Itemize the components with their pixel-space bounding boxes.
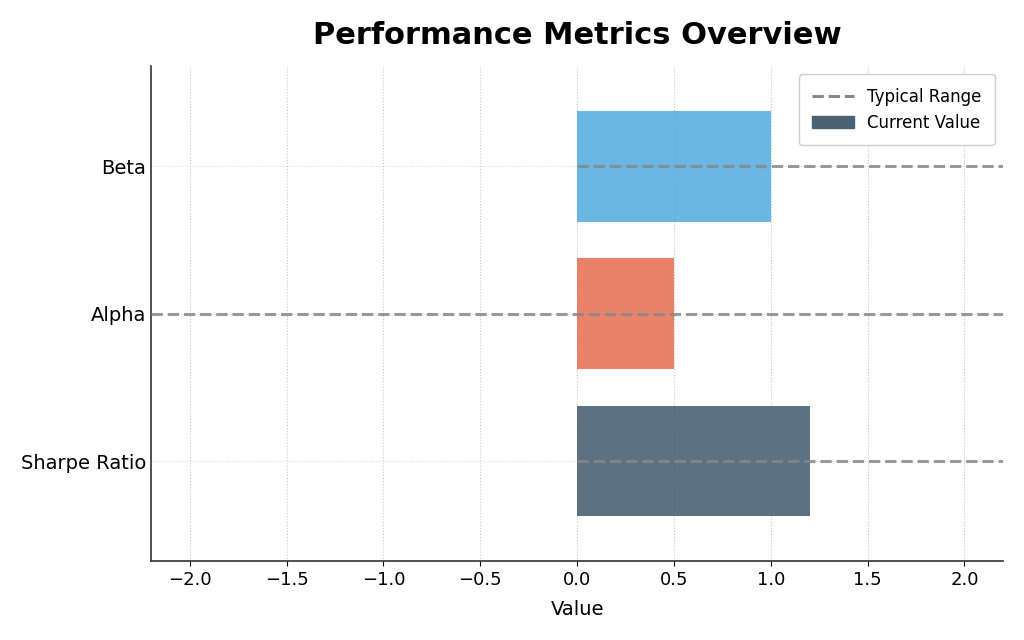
- Legend: Typical Range, Current Value: Typical Range, Current Value: [799, 74, 995, 145]
- X-axis label: Value: Value: [550, 600, 604, 619]
- Bar: [578, 406, 810, 516]
- Bar: [578, 111, 771, 221]
- Bar: [578, 259, 674, 369]
- Title: Performance Metrics Overview: Performance Metrics Overview: [312, 21, 842, 50]
